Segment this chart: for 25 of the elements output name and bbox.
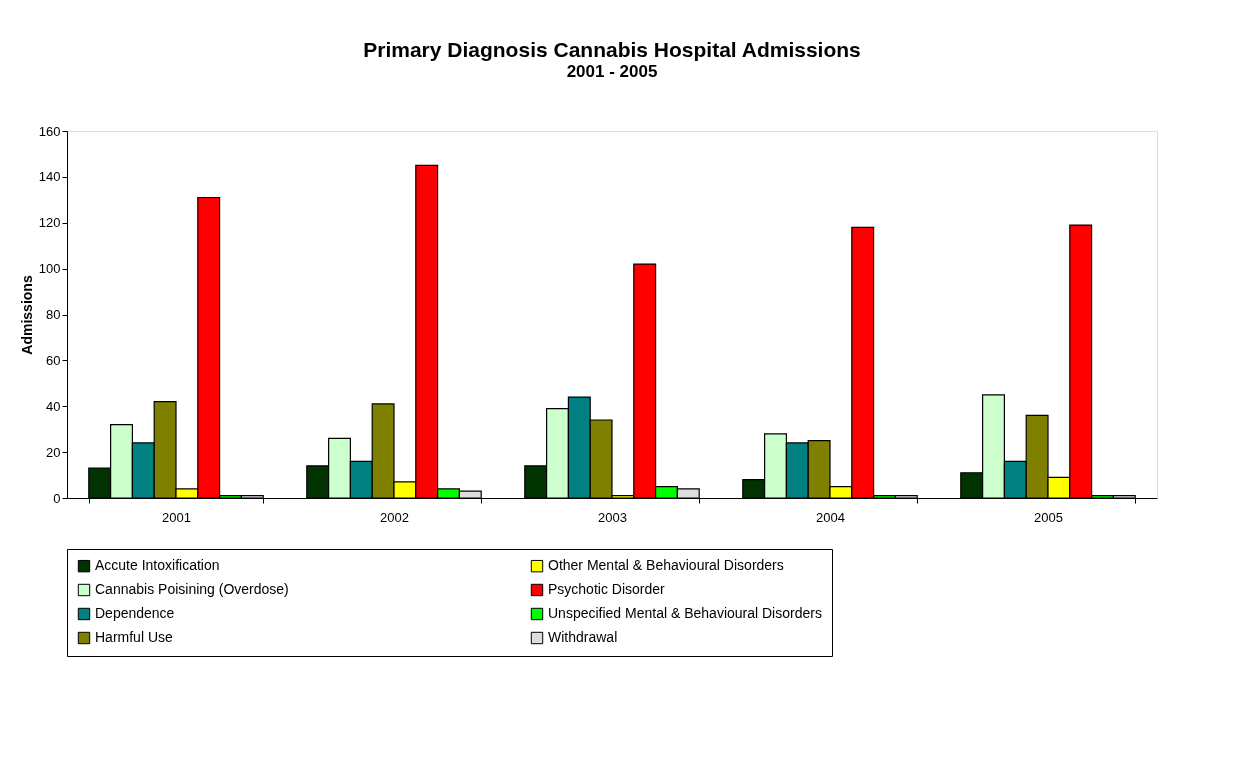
x-tick-label: 2004 xyxy=(816,509,845,525)
x-tick-label: 2001 xyxy=(162,509,191,525)
y-axis-title: Admissions xyxy=(18,275,35,355)
y-tick-label: 0 xyxy=(53,490,61,506)
y-tick-label: 40 xyxy=(46,398,61,414)
y-tick-label: 80 xyxy=(46,307,61,322)
legend-label: Accute Intoxification xyxy=(95,557,220,574)
x-tick-label: 2003 xyxy=(598,509,627,525)
legend-label: Harmful Use xyxy=(95,629,174,645)
y-tick-label: 100 xyxy=(38,261,61,277)
legend-label: Withdrawal xyxy=(548,629,618,645)
chart-title: Primary Diagnosis Cannabis Hospital Admissions xyxy=(363,38,861,61)
y-tick-label: 140 xyxy=(38,169,61,185)
x-tick-label: 2005 xyxy=(1034,509,1063,525)
y-tick-label: 120 xyxy=(38,215,61,231)
legend-label: Psychotic Disorder xyxy=(548,581,666,597)
y-tick-label: 60 xyxy=(46,352,61,368)
legend-label: Unspecified Mental & Behavioural Disorders xyxy=(548,605,822,621)
y-tick-label: 160 xyxy=(38,123,61,139)
chart-subtitle: 2001 - 2005 xyxy=(566,62,658,81)
y-tick-label: 20 xyxy=(46,444,61,460)
legend-label: Dependence xyxy=(95,605,175,621)
legend-label: Other Mental & Behavioural Disorders xyxy=(548,557,784,574)
x-tick-label: 2002 xyxy=(380,509,409,525)
legend-label: Cannabis Poisining (Overdose) xyxy=(95,581,289,597)
